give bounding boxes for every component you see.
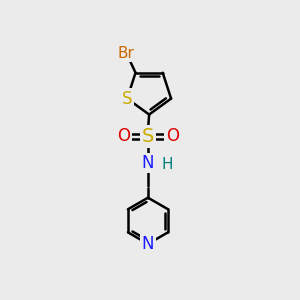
Text: Br: Br <box>118 46 135 61</box>
Text: H: H <box>162 157 173 172</box>
Text: O: O <box>166 128 179 146</box>
Text: N: N <box>142 235 154 253</box>
Text: N: N <box>142 154 154 172</box>
Text: S: S <box>122 90 132 108</box>
Text: O: O <box>117 128 130 146</box>
Text: S: S <box>142 127 154 146</box>
